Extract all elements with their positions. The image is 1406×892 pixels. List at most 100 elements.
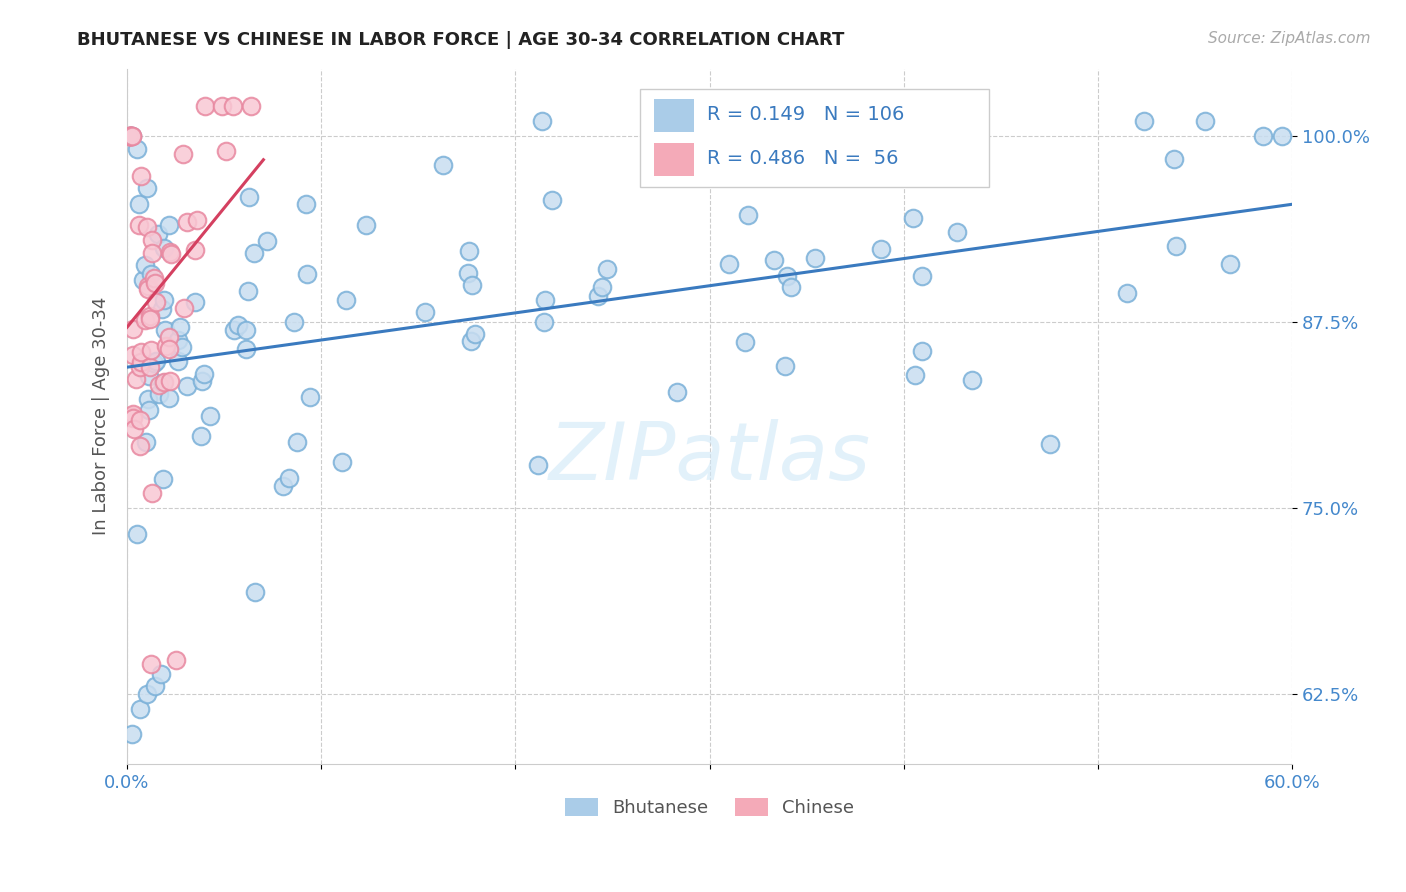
FancyBboxPatch shape: [640, 89, 990, 186]
FancyBboxPatch shape: [654, 143, 695, 177]
Point: [256, 234, 278, 248]
Point: [143, 680, 166, 694]
Point: [734, 334, 756, 349]
Point: [139, 359, 162, 374]
Point: [236, 284, 259, 298]
Point: [128, 197, 150, 211]
Point: [118, 128, 141, 143]
Point: [149, 667, 172, 681]
Text: R = 0.486   N =  56: R = 0.486 N = 56: [707, 149, 898, 169]
Legend: Bhutanese, Chinese: Bhutanese, Chinese: [558, 790, 862, 824]
Point: [869, 242, 891, 256]
Text: BHUTANESE VS CHINESE IN LABOR FORCE | AGE 30-34 CORRELATION CHART: BHUTANESE VS CHINESE IN LABOR FORCE | AG…: [77, 31, 845, 49]
Point: [356, 218, 378, 232]
Point: [122, 421, 145, 435]
Point: [211, 99, 233, 113]
Point: [1132, 113, 1154, 128]
Point: [173, 301, 195, 315]
Point: [775, 359, 797, 373]
Point: [911, 268, 934, 283]
Point: [804, 251, 827, 265]
Point: [121, 727, 143, 741]
Point: [120, 128, 142, 143]
Point: [591, 280, 613, 294]
Point: [460, 334, 482, 349]
Point: [157, 392, 180, 406]
Point: [118, 128, 141, 143]
Point: [122, 411, 145, 425]
Point: [141, 233, 163, 247]
Point: [129, 169, 152, 183]
Point: [169, 320, 191, 334]
Text: ZIPatlas: ZIPatlas: [548, 419, 870, 497]
Point: [457, 266, 479, 280]
Point: [240, 99, 263, 113]
Text: Source: ZipAtlas.com: Source: ZipAtlas.com: [1208, 31, 1371, 46]
Point: [184, 295, 207, 310]
Point: [129, 413, 152, 427]
Point: [1039, 437, 1062, 451]
Point: [136, 687, 159, 701]
Point: [127, 142, 149, 156]
Point: [962, 373, 984, 387]
Point: [121, 128, 143, 143]
Point: [214, 144, 236, 158]
Point: [191, 374, 214, 388]
Point: [139, 268, 162, 282]
Point: [946, 225, 969, 239]
Point: [148, 386, 170, 401]
Point: [165, 652, 187, 666]
Point: [139, 343, 162, 358]
Point: [152, 471, 174, 485]
Point: [122, 322, 145, 336]
Point: [121, 348, 143, 362]
Point: [145, 295, 167, 310]
Point: [540, 193, 562, 207]
Point: [128, 218, 150, 232]
Point: [136, 282, 159, 296]
Point: [176, 379, 198, 393]
Point: [145, 354, 167, 368]
Point: [125, 372, 148, 386]
Point: [157, 343, 180, 357]
Point: [136, 181, 159, 195]
Point: [533, 315, 555, 329]
Point: [135, 435, 157, 450]
Point: [157, 218, 180, 232]
Point: [131, 345, 153, 359]
Point: [1271, 128, 1294, 143]
Point: [533, 293, 555, 307]
Point: [780, 280, 803, 294]
Point: [278, 471, 301, 485]
Point: [143, 271, 166, 285]
Point: [138, 368, 160, 383]
Point: [121, 128, 143, 143]
Point: [586, 289, 609, 303]
Point: [242, 246, 264, 260]
Point: [1194, 113, 1216, 128]
Point: [297, 267, 319, 281]
Point: [294, 196, 316, 211]
Point: [146, 227, 169, 241]
Point: [298, 390, 321, 404]
Point: [775, 268, 797, 283]
Point: [118, 128, 141, 143]
Point: [159, 245, 181, 260]
Point: [335, 293, 357, 308]
Point: [129, 355, 152, 369]
Point: [159, 374, 181, 388]
Point: [904, 368, 927, 382]
Point: [737, 208, 759, 222]
Point: [128, 360, 150, 375]
Point: [134, 258, 156, 272]
Point: [136, 219, 159, 234]
Point: [183, 243, 205, 257]
Point: [136, 279, 159, 293]
Point: [155, 339, 177, 353]
Point: [190, 428, 212, 442]
Point: [1251, 128, 1274, 143]
Point: [283, 315, 305, 329]
Point: [198, 409, 221, 423]
Point: [172, 340, 194, 354]
Point: [143, 276, 166, 290]
